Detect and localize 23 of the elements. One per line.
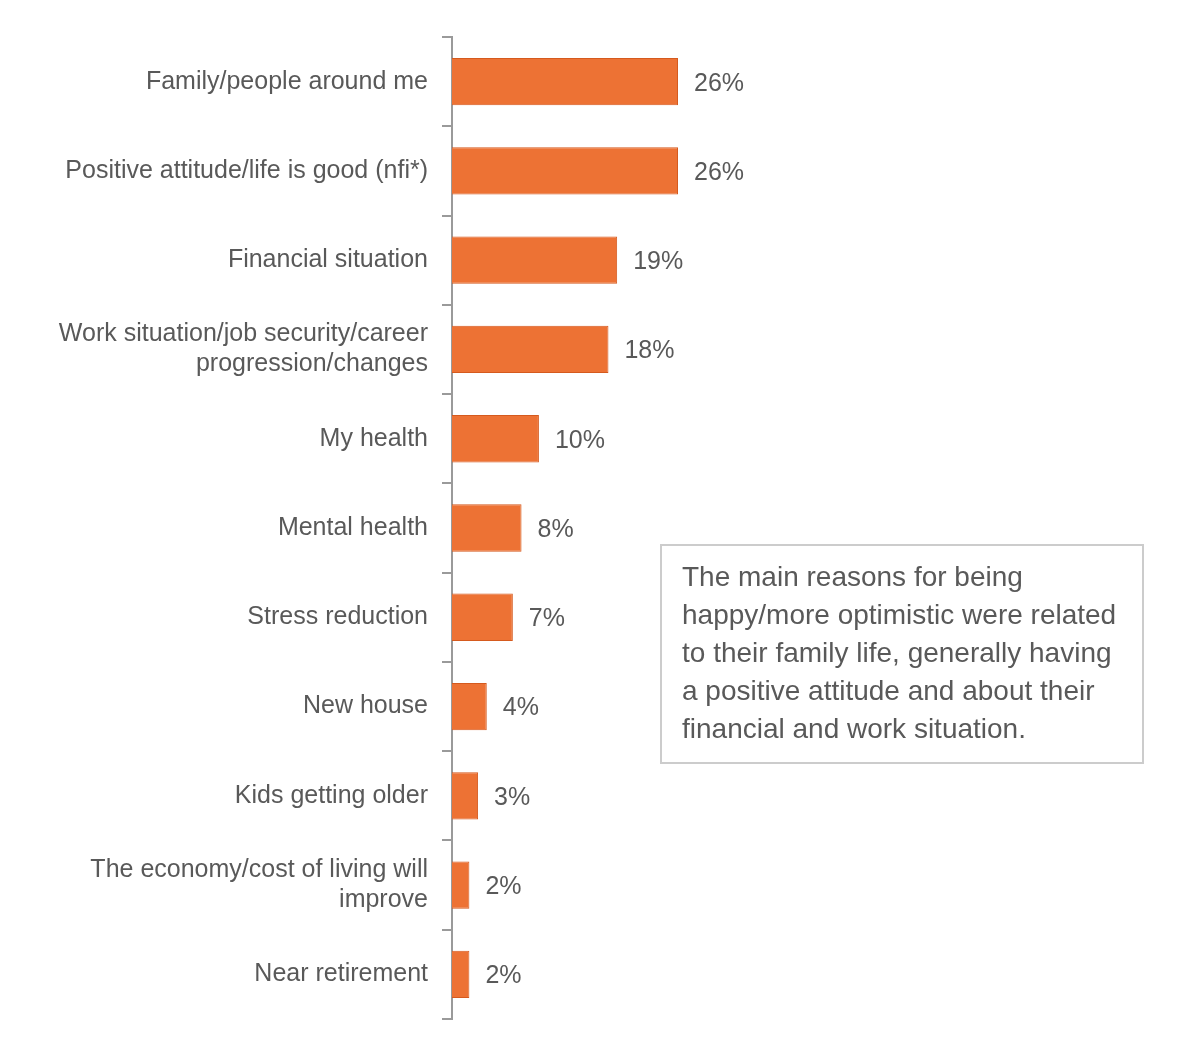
data-label: 8% — [537, 513, 574, 542]
data-label: 26% — [694, 156, 745, 185]
y-tick-label: Family/people around me — [145, 65, 428, 94]
data-label: 19% — [633, 246, 684, 275]
y-tick-label: Near retirement — [254, 958, 429, 987]
y-tick-label: Positive attitude/life is good (nfi*) — [65, 154, 428, 183]
data-label: 4% — [502, 692, 539, 721]
y-tick-label: Mental health — [277, 511, 428, 540]
data-label: 3% — [494, 781, 531, 810]
y-tick-label: Kids getting older — [234, 779, 428, 808]
y-tick-label: Financial situation — [227, 244, 428, 273]
data-label: 18% — [624, 335, 675, 364]
y-tick-label: Work situation/job security/career progression/changes — [58, 318, 428, 377]
data-label: 2% — [485, 960, 522, 989]
data-label: 10% — [554, 424, 605, 453]
y-tick-label: Stress reduction — [247, 601, 428, 630]
data-label: 2% — [485, 870, 522, 899]
data-label: 26% — [694, 67, 745, 96]
y-tick-label: New house — [302, 690, 428, 719]
text: The main reasons for being happy/more optimistic were related to their family life, generally having a positive attitude and about their financial and work situation. — [660, 544, 1144, 764]
y-tick-label: My health — [319, 422, 428, 451]
y-tick-label: The economy/cost of living will improve — [90, 853, 428, 912]
data-label: 7% — [528, 603, 565, 632]
